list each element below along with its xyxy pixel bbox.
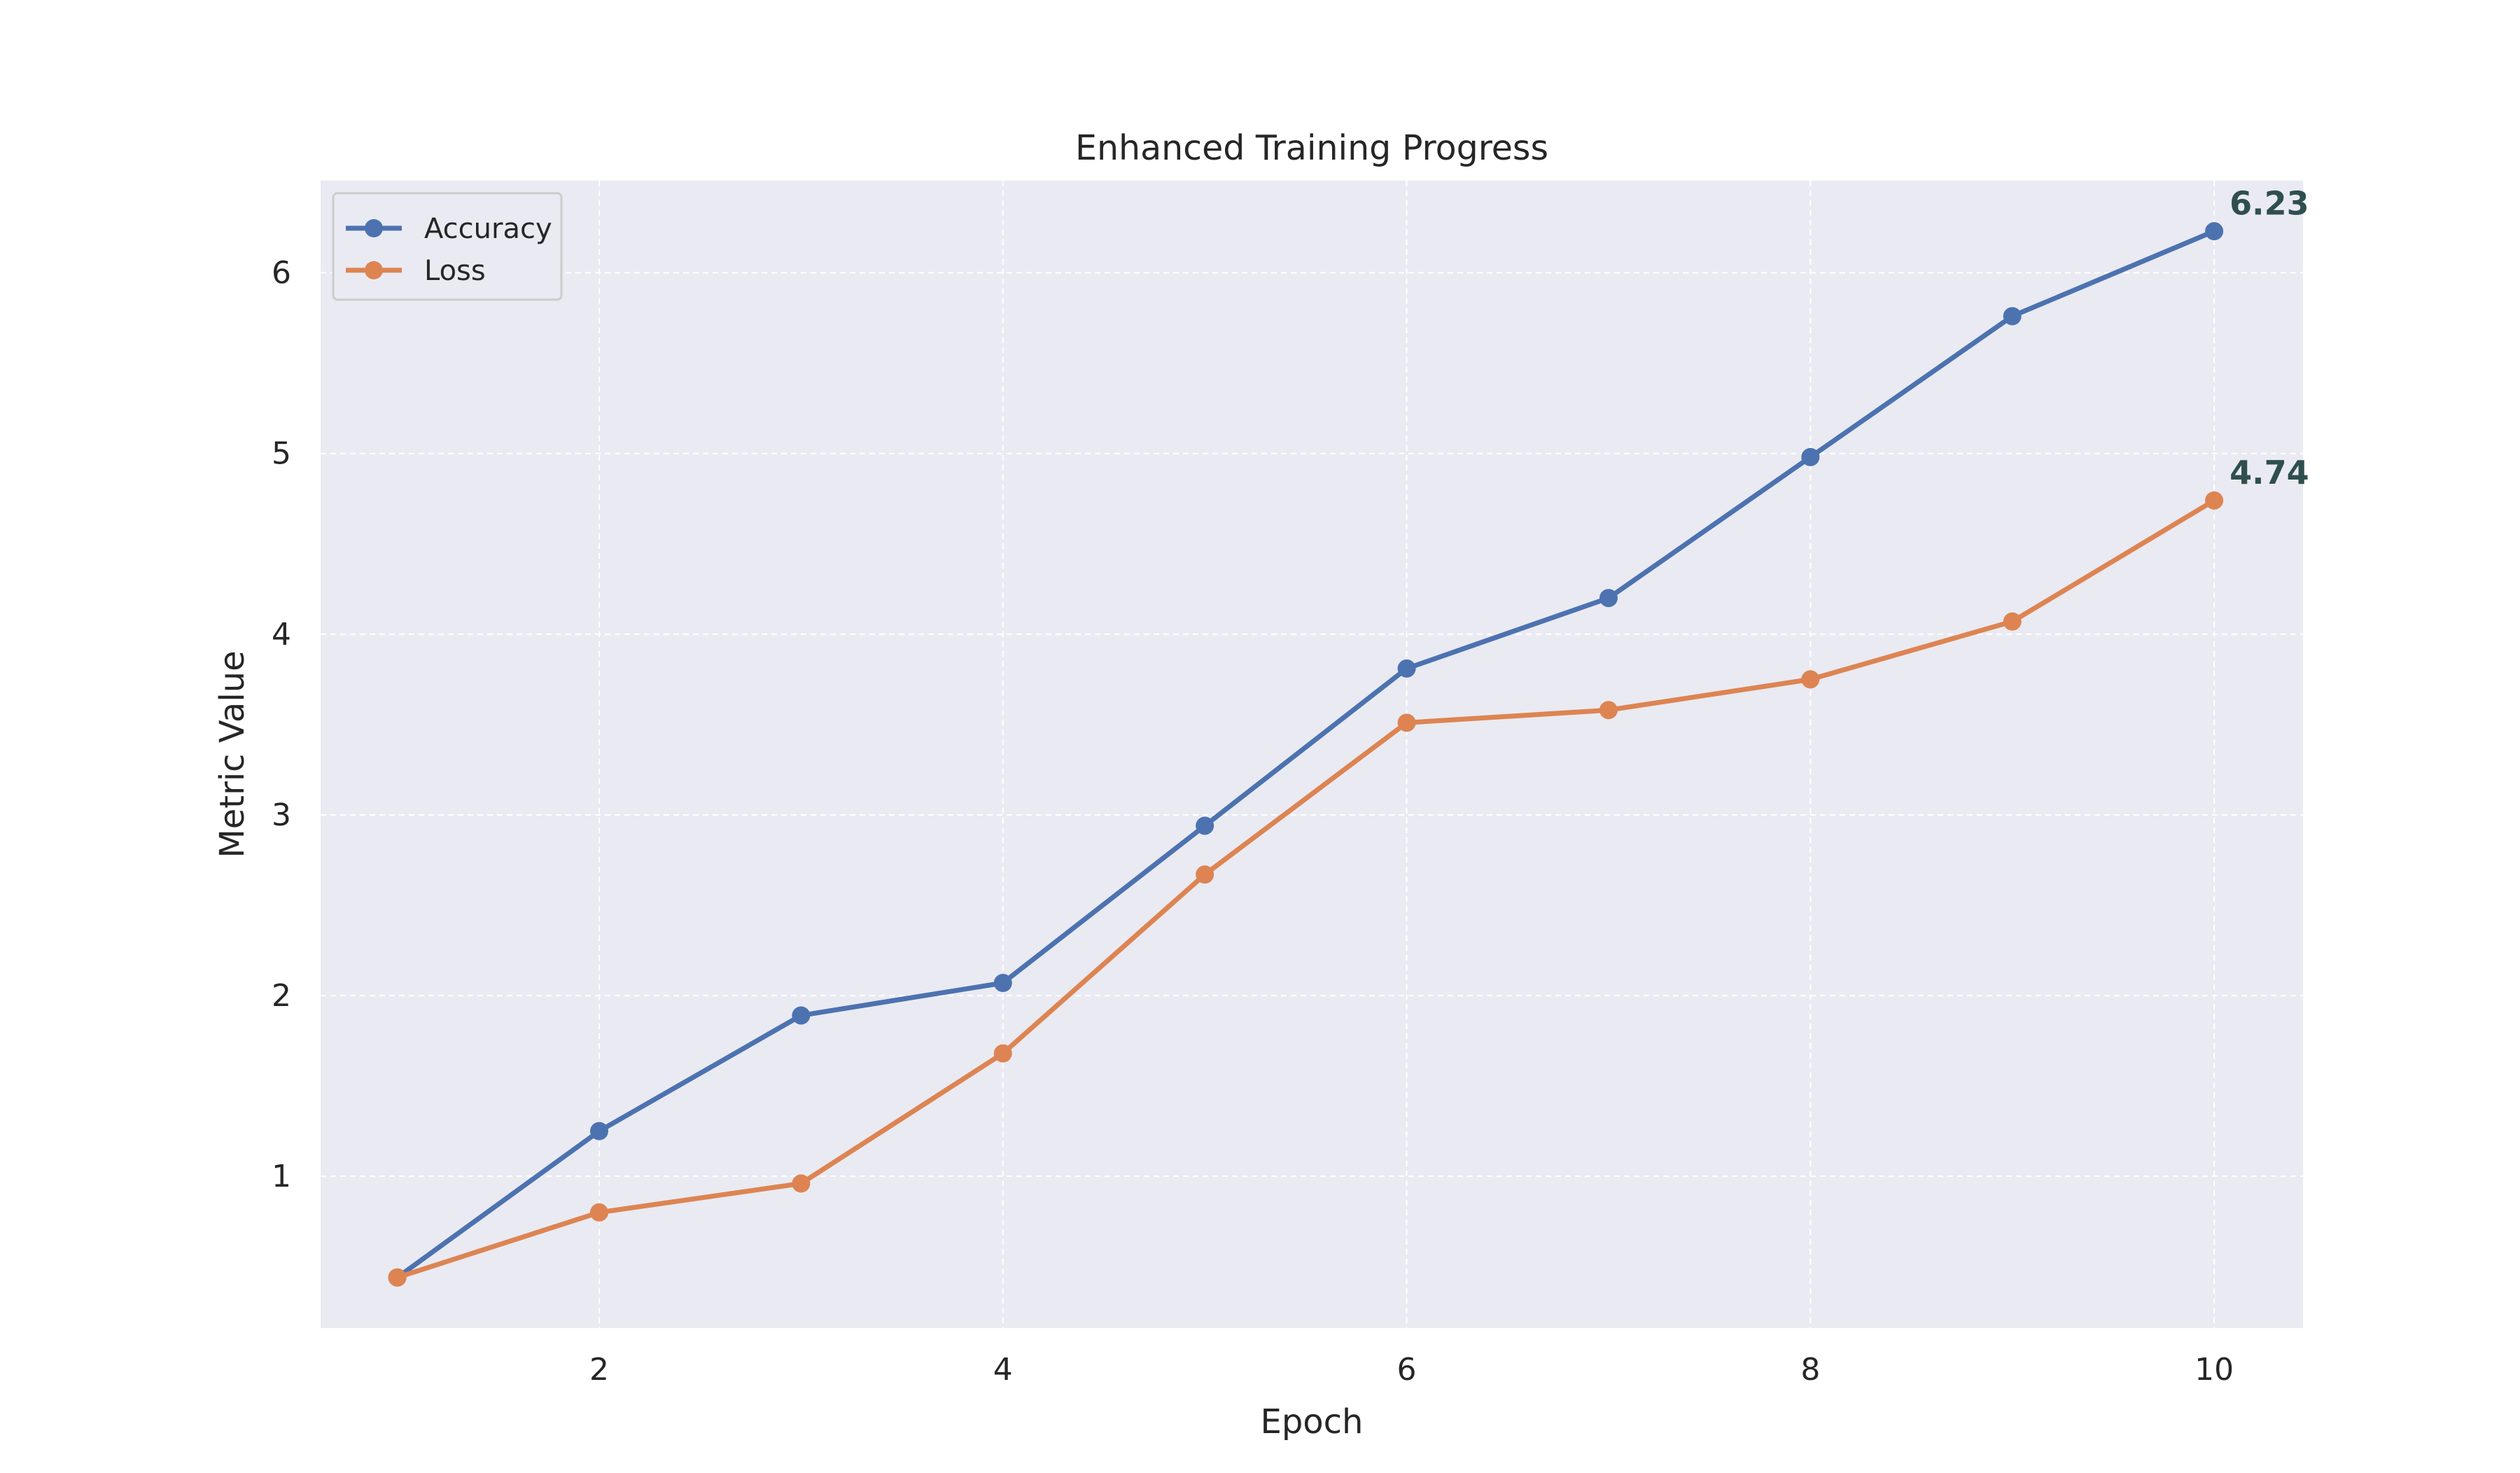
- x-axis-ticks: 2 4 6 8 10: [589, 1352, 2234, 1388]
- data-point: [1196, 816, 1214, 835]
- y-tick-label: 1: [272, 1159, 291, 1194]
- data-point: [2003, 307, 2022, 326]
- y-tick-label: 3: [272, 797, 291, 833]
- plot-area: [321, 181, 2303, 1328]
- data-point: [388, 1268, 407, 1287]
- legend: Accuracy Loss: [332, 192, 563, 301]
- legend-box: [332, 192, 563, 301]
- end-value-label: 4.74: [2230, 454, 2309, 491]
- data-point: [2003, 612, 2022, 631]
- series-loss: [388, 491, 2224, 1287]
- y-axis-title: Metric Value: [213, 650, 252, 858]
- data-point: [2205, 222, 2224, 241]
- y-tick-label: 4: [272, 617, 291, 652]
- x-tick-label: 4: [993, 1352, 1013, 1388]
- data-labels: 6.23 4.74: [2230, 184, 2309, 491]
- series-line: [395, 498, 2217, 1280]
- y-axis-ticks: 1 2 3 4 5 6: [272, 256, 291, 1195]
- legend-label: Loss: [424, 255, 486, 287]
- data-point: [589, 1122, 608, 1140]
- data-point: [1196, 865, 1214, 884]
- data-point: [2205, 491, 2224, 510]
- data-point: [993, 1044, 1012, 1063]
- data-point: [1599, 701, 1618, 720]
- chart-title: Enhanced Training Progress: [1075, 128, 1548, 168]
- y-tick-label: 5: [272, 436, 291, 472]
- end-value-label: 6.23: [2230, 184, 2309, 222]
- data-point: [993, 974, 1012, 993]
- data-point: [792, 1006, 811, 1025]
- data-point: [1397, 659, 1416, 678]
- data-point: [1801, 670, 1820, 689]
- y-tick-label: 2: [272, 978, 291, 1014]
- x-axis-title: Epoch: [1261, 1402, 1364, 1441]
- data-point: [1397, 713, 1416, 732]
- data-point: [1801, 447, 1820, 466]
- series-group: [388, 222, 2224, 1287]
- grid: [321, 181, 2303, 1328]
- y-tick-label: 6: [272, 256, 291, 291]
- x-tick-label: 6: [1397, 1352, 1417, 1388]
- x-tick-label: 2: [589, 1352, 609, 1388]
- data-point: [792, 1174, 811, 1193]
- legend-swatch-marker: [365, 261, 383, 279]
- series-line: [395, 228, 2217, 1280]
- legend-label: Accuracy: [424, 213, 552, 245]
- legend-swatch-marker: [365, 219, 383, 237]
- data-point: [589, 1203, 608, 1222]
- legend-item-accuracy: Accuracy: [346, 213, 552, 245]
- data-point: [1599, 589, 1618, 608]
- x-tick-label: 10: [2194, 1352, 2234, 1388]
- legend-item-loss: Loss: [346, 255, 486, 287]
- x-tick-label: 8: [1800, 1352, 1820, 1388]
